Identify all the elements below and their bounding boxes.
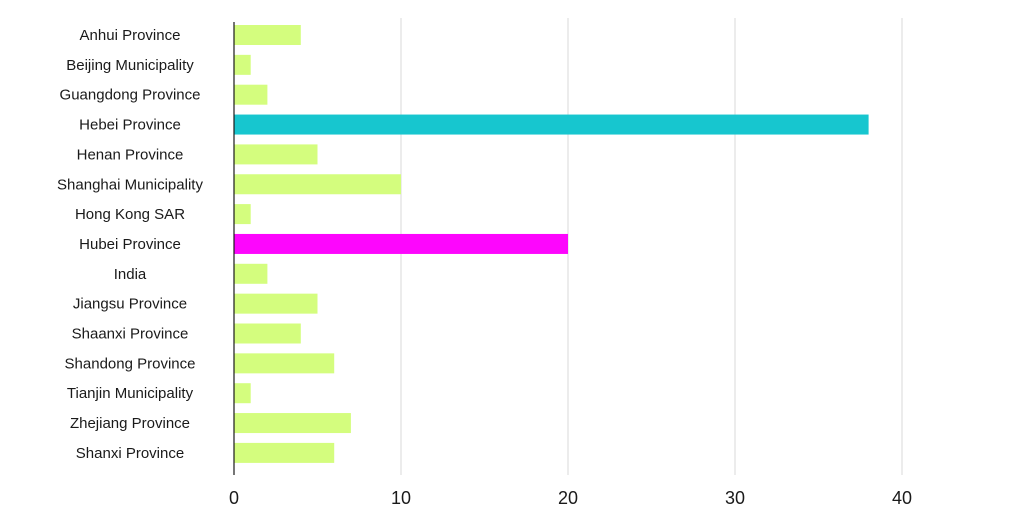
category-label: Shanxi Province (76, 445, 184, 462)
category-label: Hubei Province (79, 236, 181, 253)
bars (234, 25, 869, 463)
x-tick-labels: 0 10 20 30 40 (229, 488, 912, 508)
bar (234, 233, 568, 254)
bar (234, 144, 318, 165)
category-label: Anhui Province (80, 27, 181, 44)
x-tick-label: 30 (725, 488, 745, 508)
category-label: Hong Kong SAR (75, 206, 185, 223)
x-tick-label: 10 (391, 488, 411, 508)
bar (234, 442, 335, 463)
category-label: Zhejiang Province (70, 415, 190, 432)
bar (234, 84, 268, 105)
category-label: Tianjin Municipality (67, 385, 194, 402)
category-label: Henan Province (77, 146, 184, 163)
bar (234, 114, 869, 135)
x-tick-label: 40 (892, 488, 912, 508)
category-label: Shanghai Municipality (57, 176, 203, 193)
bar (234, 54, 251, 75)
bar (234, 353, 335, 374)
category-label: Guangdong Province (60, 87, 201, 104)
bar (234, 204, 251, 225)
bar (234, 413, 351, 434)
category-labels: Anhui Province Beijing Municipality Guangd… (57, 27, 203, 462)
category-label: Shaanxi Province (72, 326, 189, 343)
bar (234, 174, 401, 195)
category-label: Shandong Province (65, 355, 196, 372)
category-label: India (114, 266, 147, 283)
bar (234, 323, 301, 344)
category-label: Hebei Province (79, 117, 181, 134)
bar (234, 383, 251, 404)
x-tick-label: 0 (229, 488, 239, 508)
bar (234, 25, 301, 45)
category-label: Beijing Municipality (66, 57, 194, 74)
bar (234, 293, 318, 314)
bar (234, 263, 268, 284)
x-tick-label: 20 (558, 488, 578, 508)
category-label: Jiangsu Province (73, 296, 187, 313)
